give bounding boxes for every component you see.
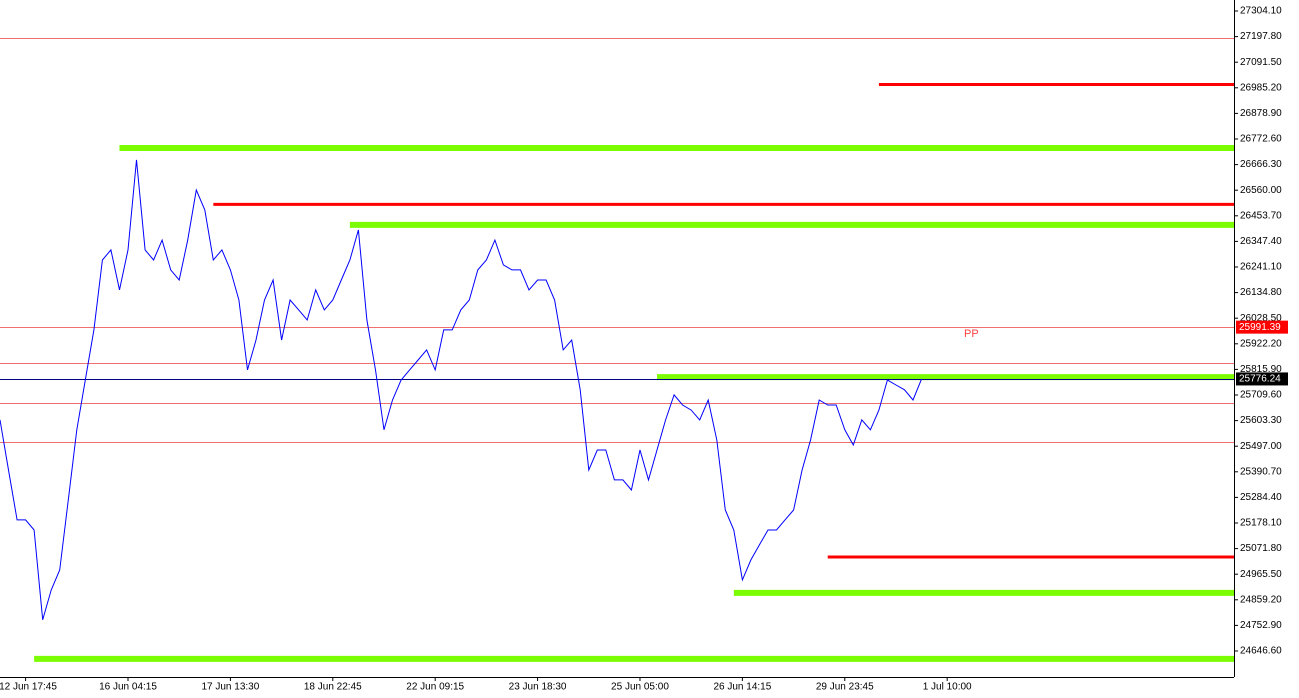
y-tick-label: 25922.20 (1240, 338, 1282, 349)
price-label: 25776.24 (1239, 374, 1281, 385)
y-tick-label: 26453.70 (1240, 210, 1282, 221)
annotation: PP (964, 328, 979, 340)
y-tick-label: 25815.90 (1240, 364, 1282, 375)
y-tick-label: 26134.80 (1240, 287, 1282, 298)
y-tick-label: 24965.50 (1240, 569, 1282, 580)
x-tick-label: 25 Jun 05:00 (611, 682, 669, 693)
y-tick-label: 27304.10 (1240, 6, 1282, 17)
y-tick-label: 26772.60 (1240, 134, 1282, 145)
y-tick-label: 25284.40 (1240, 492, 1282, 503)
y-tick-label: 26028.50 (1240, 313, 1282, 324)
y-tick-label: 24752.90 (1240, 620, 1282, 631)
y-tick-label: 26241.10 (1240, 262, 1282, 273)
price-line (0, 159, 923, 620)
x-tick-label: 12 Jun 17:45 (0, 682, 57, 693)
y-tick-label: 25497.00 (1240, 441, 1282, 452)
price-label-box (1236, 372, 1288, 386)
y-tick-label: 26985.20 (1240, 82, 1282, 93)
y-tick-label: 25071.80 (1240, 543, 1282, 554)
price-label-box (1236, 320, 1288, 334)
x-tick-label: 26 Jun 14:15 (713, 682, 771, 693)
y-tick-label: 25603.30 (1240, 415, 1282, 426)
x-tick-label: 22 Jun 09:15 (406, 682, 464, 693)
y-tick-label: 27197.80 (1240, 31, 1282, 42)
x-tick-label: 1 Jul 10:00 (923, 682, 972, 693)
x-tick-label: 16 Jun 04:15 (99, 682, 157, 693)
y-tick-label: 27091.50 (1240, 57, 1282, 68)
y-tick-label: 25709.60 (1240, 390, 1282, 401)
x-tick-label: 17 Jun 13:30 (201, 682, 259, 693)
x-tick-label: 23 Jun 18:30 (509, 682, 567, 693)
y-tick-label: 25390.70 (1240, 466, 1282, 477)
y-tick-label: 26560.00 (1240, 185, 1282, 196)
price-label: 25991.39 (1239, 322, 1281, 333)
x-tick-label: 29 Jun 23:45 (816, 682, 874, 693)
y-tick-label: 25178.10 (1240, 518, 1282, 529)
y-tick-label: 24859.20 (1240, 594, 1282, 605)
y-tick-label: 26666.30 (1240, 159, 1282, 170)
y-tick-label: 26347.40 (1240, 236, 1282, 247)
y-tick-label: 26878.90 (1240, 108, 1282, 119)
x-tick-label: 18 Jun 22:45 (304, 682, 362, 693)
y-tick-label: 24646.60 (1240, 646, 1282, 657)
